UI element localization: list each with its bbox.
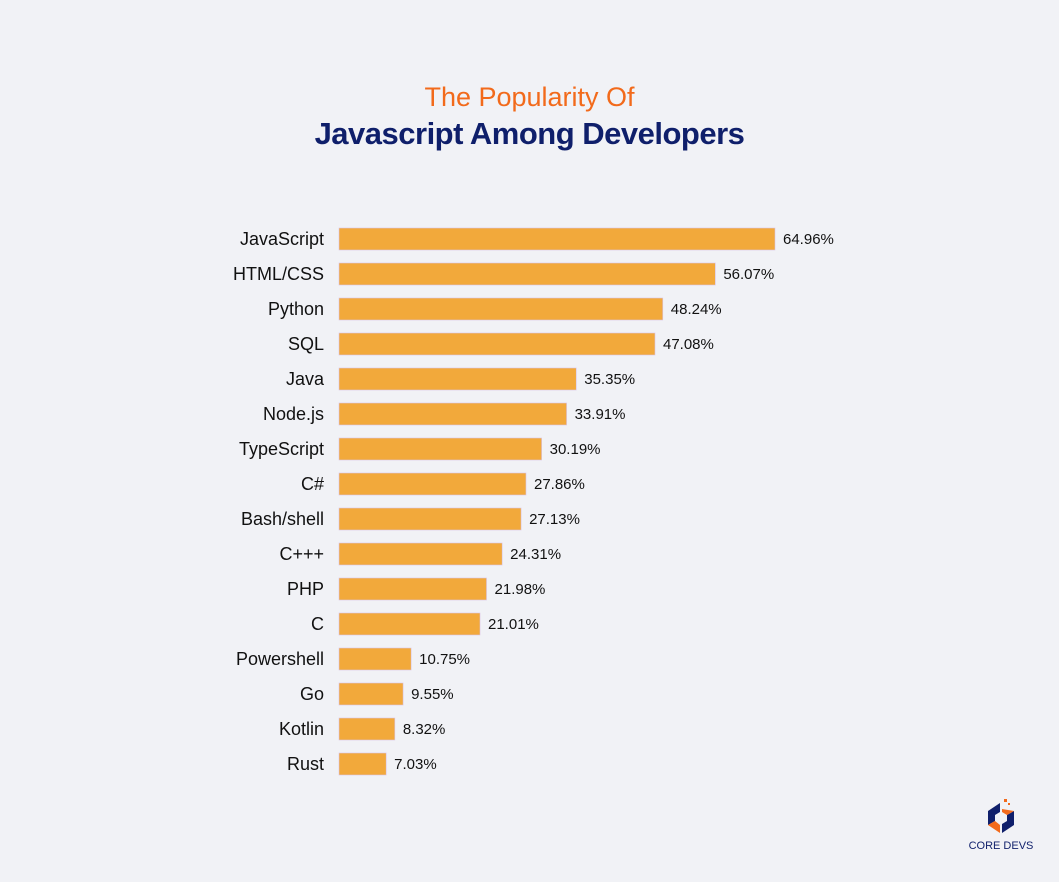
- bar: [338, 402, 567, 426]
- category-label: SQL: [288, 334, 324, 354]
- value-label: 56.07%: [723, 266, 774, 283]
- chart-subtitle: Javascript Among Developers: [314, 116, 745, 151]
- value-label: 7.03%: [394, 756, 437, 773]
- value-label: 27.13%: [529, 511, 580, 528]
- core-devs-logo: CORE DEVS: [969, 799, 1034, 852]
- bar: [338, 262, 716, 286]
- value-label: 10.75%: [419, 651, 470, 668]
- bar: [338, 297, 664, 321]
- bar: [338, 647, 412, 671]
- category-label: C: [311, 614, 324, 634]
- value-label: 9.55%: [411, 686, 454, 703]
- category-label: TypeScript: [239, 439, 324, 459]
- bar: [338, 367, 577, 391]
- value-label: 21.98%: [495, 581, 546, 598]
- bar: [338, 332, 656, 356]
- bar: [338, 717, 396, 741]
- category-label: Node.js: [263, 404, 324, 424]
- value-label: 35.35%: [584, 371, 635, 388]
- category-label: C#: [301, 474, 324, 494]
- value-label: 48.24%: [671, 301, 722, 318]
- category-label: Bash/shell: [241, 509, 324, 529]
- category-label: HTML/CSS: [233, 264, 324, 284]
- category-label: C+++: [279, 544, 324, 564]
- value-label: 24.31%: [510, 546, 561, 563]
- bar: [338, 227, 776, 251]
- category-label: Kotlin: [279, 719, 324, 739]
- category-label: Powershell: [236, 649, 324, 669]
- category-label: Go: [300, 684, 324, 704]
- category-label: PHP: [287, 579, 324, 599]
- bar: [338, 472, 527, 496]
- value-label: 27.86%: [534, 476, 585, 493]
- chart-title: The Popularity Of: [424, 82, 635, 112]
- category-label: JavaScript: [240, 229, 324, 249]
- category-label: Python: [268, 299, 324, 319]
- bar: [338, 507, 522, 531]
- bar: [338, 682, 404, 706]
- value-label: 47.08%: [663, 336, 714, 353]
- value-label: 21.01%: [488, 616, 539, 633]
- category-label: Rust: [287, 754, 324, 774]
- bar: [338, 577, 487, 601]
- value-label: 64.96%: [783, 231, 834, 248]
- value-label: 33.91%: [575, 406, 626, 423]
- bar: [338, 542, 503, 566]
- category-label: Java: [286, 369, 325, 389]
- value-label: 30.19%: [550, 441, 601, 458]
- value-label: 8.32%: [403, 721, 446, 738]
- bar: [338, 612, 481, 636]
- bar: [338, 752, 387, 776]
- logo-text: CORE DEVS: [969, 840, 1034, 852]
- bar: [338, 437, 542, 461]
